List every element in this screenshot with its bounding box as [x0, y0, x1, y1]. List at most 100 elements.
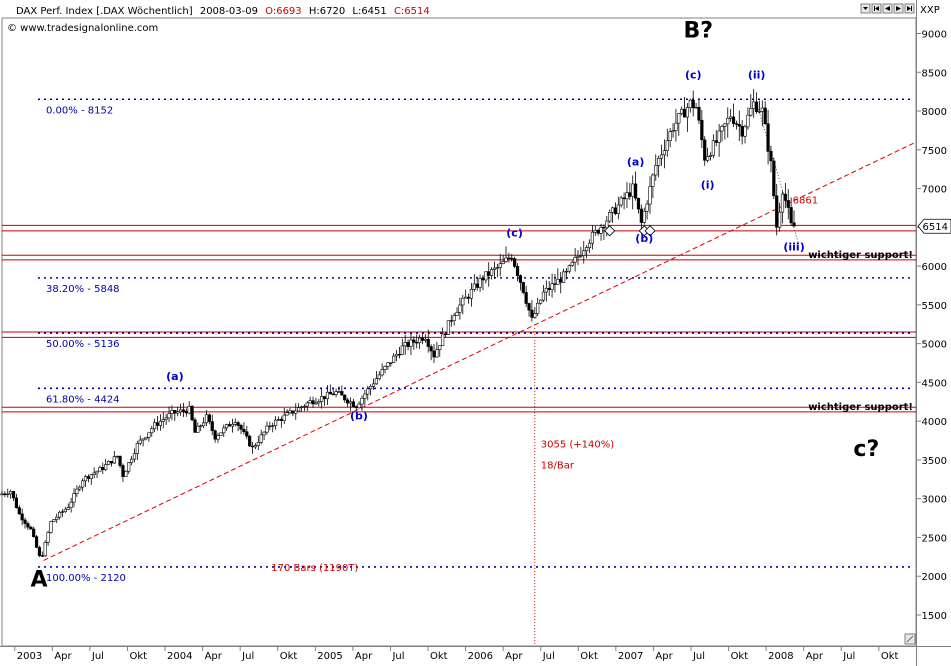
- price-bar-body: [772, 160, 776, 197]
- price-bar: [400, 338, 404, 356]
- price-bar: [783, 182, 787, 209]
- price-bar-body: [608, 212, 612, 222]
- price-bar-body: [265, 425, 269, 433]
- price-bar-body: [351, 401, 355, 407]
- price-bar-body: [668, 131, 672, 141]
- price-bar-body: [86, 476, 91, 479]
- price-bar-body: [340, 391, 344, 396]
- chart-menu-button[interactable]: [860, 3, 871, 14]
- price-bar-body: [680, 108, 684, 114]
- price-bar-body: [492, 267, 497, 270]
- price-bar: [265, 421, 269, 435]
- price-bar: [538, 299, 543, 305]
- price-bar: [55, 513, 59, 524]
- price-bar-body: [792, 222, 796, 227]
- price-bar: [164, 413, 168, 426]
- price-bar-body: [49, 521, 53, 533]
- scroll-first-button[interactable]: [871, 3, 882, 14]
- wave-big-label: B?: [683, 18, 713, 43]
- price-bar-body: [299, 406, 304, 409]
- fib-level: 50.00% - 5136: [38, 332, 912, 350]
- price-bar-body: [314, 402, 318, 405]
- price-bar-body: [46, 532, 50, 543]
- y-axis: 1500 2000 2500 3000 3500 4000 4500 5000 5500 6000…: [916, 30, 951, 622]
- price-bar-body: [40, 555, 44, 557]
- price-bar-body: [726, 118, 730, 125]
- price-bar: [20, 508, 24, 526]
- price-bar-body: [124, 470, 128, 477]
- price-bar-body: [590, 231, 595, 244]
- price-bar-body: [749, 108, 753, 116]
- price-bar-body: [34, 536, 39, 548]
- price-bar: [360, 395, 364, 411]
- price-bar-body: [515, 266, 520, 276]
- price-bar: [207, 413, 211, 425]
- price-bar-body: [737, 124, 741, 127]
- price-bar-body: [72, 493, 76, 503]
- price-bar: [176, 406, 180, 417]
- price-bar-body: [337, 391, 341, 393]
- price-bar-body: [538, 299, 543, 304]
- y-tick-label: 1500: [922, 611, 947, 622]
- price-bar-body: [654, 165, 658, 176]
- price-bar: [587, 239, 592, 253]
- x-tick-label: Okt: [731, 651, 749, 662]
- price-bar-body: [717, 130, 721, 143]
- trend-lines: [43, 103, 917, 646]
- price-bar-body: [317, 401, 321, 404]
- price-bar: [492, 261, 497, 279]
- scroll-last-button[interactable]: [904, 3, 915, 14]
- price-bar-body: [582, 250, 586, 256]
- price-bar-body: [202, 422, 206, 427]
- x-tick-label: 2005: [317, 651, 342, 662]
- price-bar-body: [239, 425, 243, 430]
- price-series: [0, 89, 796, 558]
- price-bar-body: [98, 467, 102, 472]
- price-bar: [32, 526, 36, 538]
- price-bar-body: [6, 493, 10, 496]
- price-bar-body: [58, 511, 62, 518]
- x-tick-label: Jul: [241, 651, 254, 662]
- price-bar-body: [37, 547, 42, 556]
- price-bar: [26, 521, 30, 530]
- support-band: [2, 254, 916, 261]
- price-bar-body: [95, 470, 99, 474]
- price-bar-body: [383, 366, 387, 370]
- price-bar: [340, 385, 344, 396]
- price-bar: [89, 474, 93, 485]
- price-bar-body: [501, 261, 505, 265]
- price-bar: [386, 362, 390, 370]
- price-bar: [737, 110, 741, 141]
- x-axis: 2003 Apr Jul Okt 2004 Apr Jul Okt 2005 Apr Jul Okt 2…: [14, 646, 899, 662]
- price-bar-body: [348, 401, 353, 404]
- price-bar: [590, 225, 595, 250]
- price-bar-body: [118, 455, 122, 466]
- price-bar-body: [786, 200, 790, 208]
- price-bar: [104, 458, 108, 472]
- fib-level: 38.20% - 5848: [38, 277, 912, 295]
- price-bar-body: [52, 519, 56, 522]
- price-bar-body: [204, 414, 209, 424]
- price-bar-body: [236, 422, 240, 426]
- scroll-left-button[interactable]: [882, 3, 893, 14]
- y-tick-label: 7500: [922, 146, 947, 157]
- resize-handle[interactable]: [904, 633, 916, 645]
- price-bar: [734, 120, 739, 130]
- price-bar-body: [43, 541, 47, 557]
- price-bar-body: [181, 409, 186, 412]
- price-bar-body: [331, 393, 335, 396]
- price-bar: [789, 197, 793, 226]
- price-bar: [147, 432, 151, 442]
- price-bar: [504, 246, 508, 263]
- y-tick-label: 8500: [922, 68, 947, 79]
- price-bar: [112, 450, 116, 464]
- price-bar-body: [288, 410, 292, 413]
- scroll-right-button[interactable]: [893, 3, 904, 14]
- price-bar: [657, 155, 661, 178]
- price-bar-body: [587, 242, 592, 248]
- price-bar-body: [507, 257, 511, 260]
- price-bar: [219, 432, 223, 437]
- price-bar-body: [101, 467, 105, 470]
- price-bar-body: [720, 126, 724, 132]
